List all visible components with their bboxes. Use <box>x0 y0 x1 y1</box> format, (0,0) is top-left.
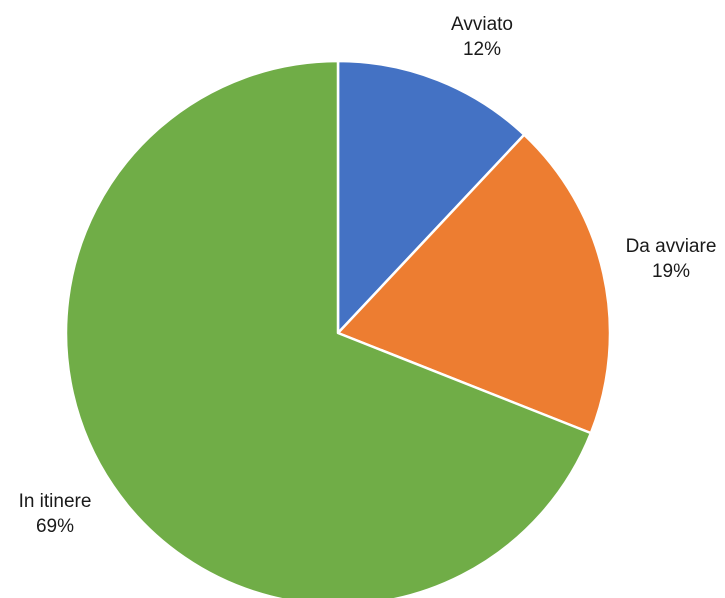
pie-slice-in-itinere <box>64 59 593 598</box>
data-label-name-da-avviare: Da avviare <box>626 236 717 257</box>
data-label-name-avviato: Avviato <box>451 14 513 35</box>
pie-slice-da-avviare <box>336 133 612 435</box>
data-label-value-in-itinere: 69% <box>36 516 74 537</box>
data-label-name-in-itinere: In itinere <box>19 491 92 512</box>
pie-slice-avviato <box>336 59 526 335</box>
pie-slices <box>64 59 612 598</box>
data-label-value-avviato: 12% <box>463 39 501 60</box>
pie-data-labels: Avviato 12% Da avviare 19% In itinere 69% <box>19 14 717 537</box>
data-label-value-da-avviare: 19% <box>652 261 690 282</box>
